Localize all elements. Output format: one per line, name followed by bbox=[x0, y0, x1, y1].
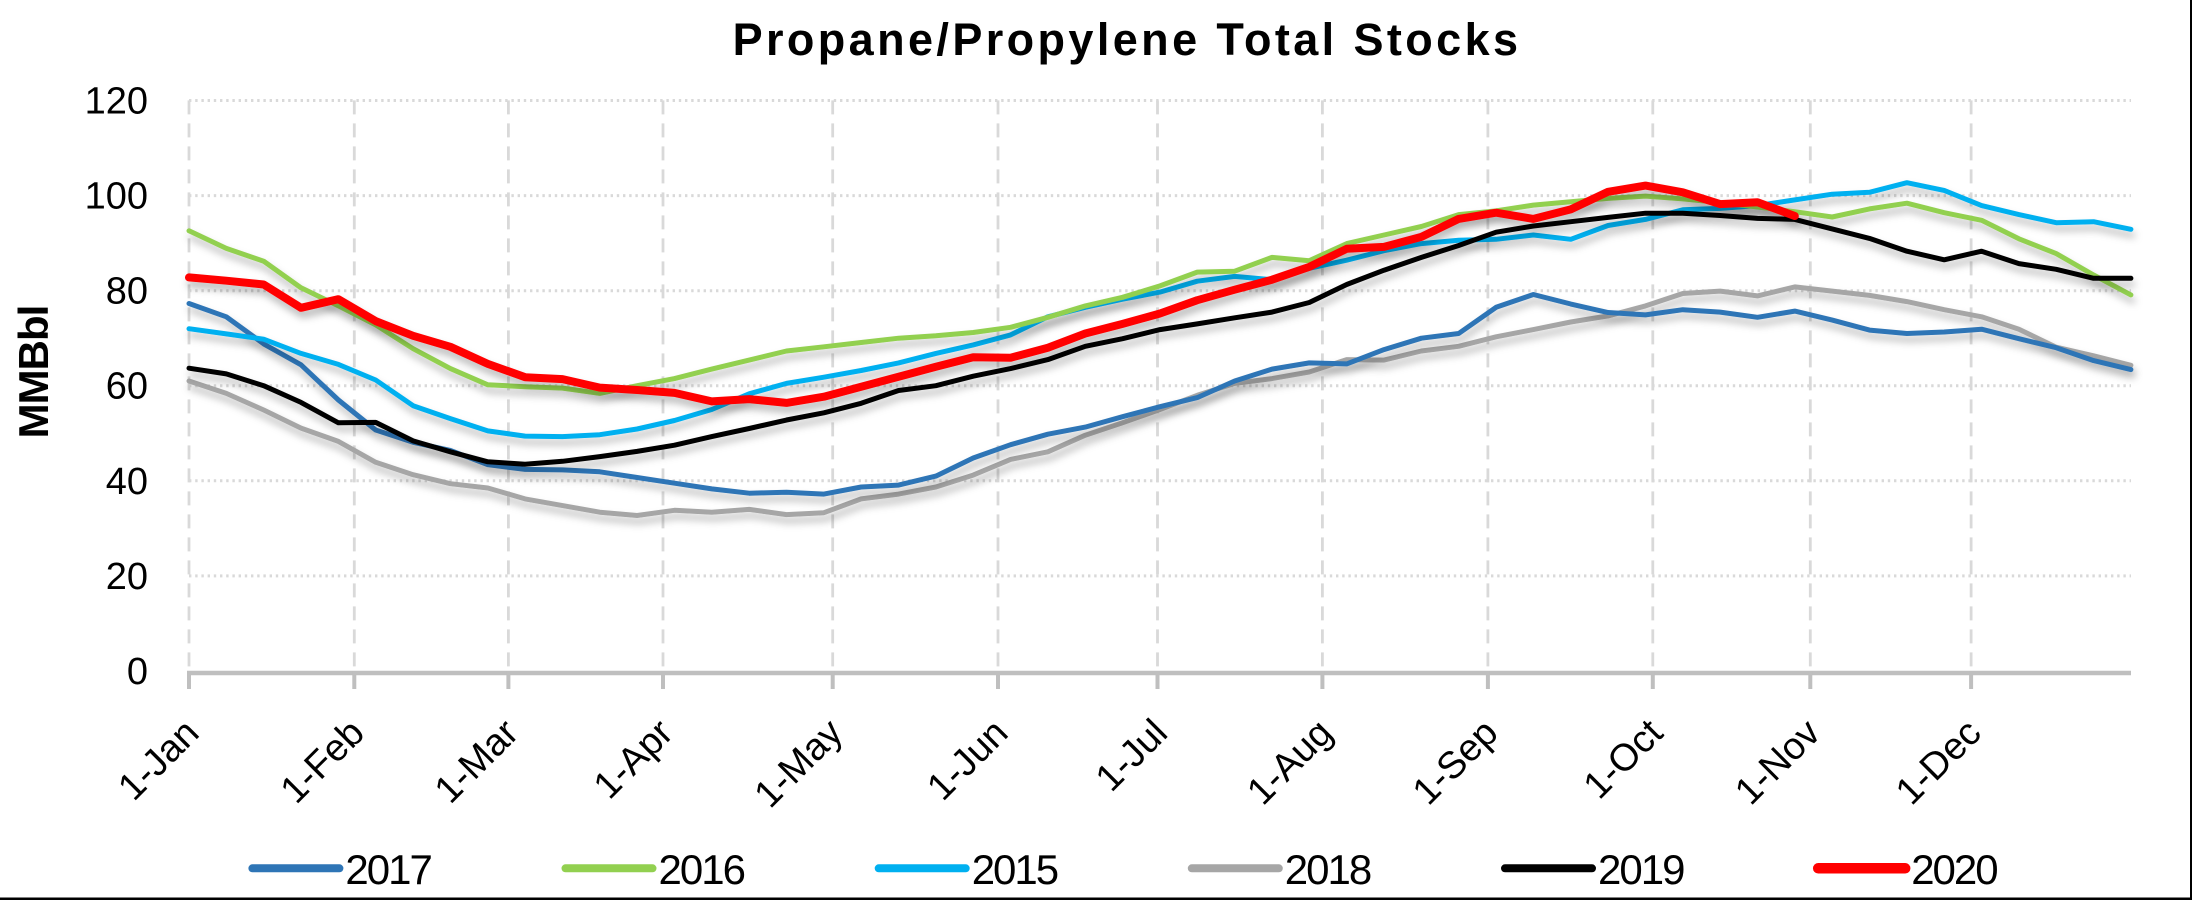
svg-text:2018: 2018 bbox=[1285, 846, 1371, 893]
svg-text:2016: 2016 bbox=[659, 846, 745, 893]
svg-text:60: 60 bbox=[106, 366, 148, 408]
svg-text:Propane/Propylene Total Stocks: Propane/Propylene Total Stocks bbox=[733, 14, 1522, 65]
svg-text:2017: 2017 bbox=[345, 846, 431, 893]
svg-text:0: 0 bbox=[127, 651, 148, 693]
svg-text:40: 40 bbox=[106, 461, 148, 503]
svg-text:100: 100 bbox=[85, 176, 148, 218]
svg-text:20: 20 bbox=[106, 556, 148, 598]
svg-text:2020: 2020 bbox=[1911, 846, 1997, 893]
svg-text:2019: 2019 bbox=[1598, 846, 1684, 893]
svg-text:80: 80 bbox=[106, 271, 148, 313]
svg-text:MMBbl: MMBbl bbox=[10, 306, 57, 439]
svg-text:2015: 2015 bbox=[972, 846, 1058, 893]
svg-text:120: 120 bbox=[85, 81, 148, 123]
